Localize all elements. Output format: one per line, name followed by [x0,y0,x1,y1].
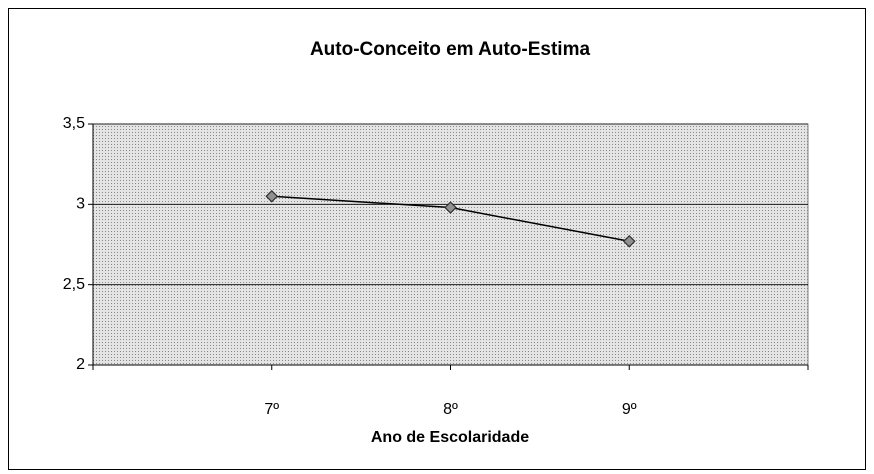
x-tick-label: 9º [622,401,637,418]
x-tick-label: 8º [443,401,458,418]
y-tick-label: 2 [76,356,85,373]
marker [622,234,636,248]
marker [444,201,457,214]
plot-area [92,123,809,366]
marker [265,189,279,203]
x-axis-label: Ano de Escolaridade [371,429,529,446]
chart-title: Auto-Conceito em Auto-Estima [310,39,591,60]
y-tick-label: 3 [76,196,85,213]
y-tick-label: 2,5 [63,276,85,293]
y-tick-label: 3,5 [63,115,85,132]
x-tick-label: 7º [264,401,279,418]
